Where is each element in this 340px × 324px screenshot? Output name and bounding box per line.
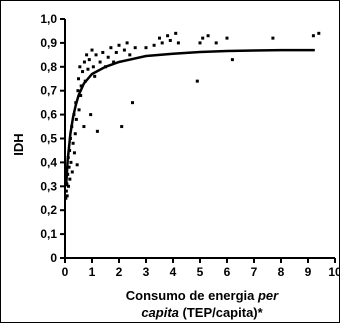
data-point bbox=[82, 60, 86, 64]
data-point bbox=[168, 39, 172, 43]
data-point bbox=[70, 170, 74, 174]
y-tick-label: 0,3 bbox=[40, 179, 57, 193]
data-point bbox=[214, 41, 218, 45]
data-point bbox=[90, 48, 94, 52]
data-point bbox=[67, 184, 71, 188]
x-tick-label: 3 bbox=[143, 265, 150, 279]
data-point bbox=[158, 36, 161, 40]
y-axis-label: IDH bbox=[11, 133, 26, 155]
data-point bbox=[122, 48, 126, 52]
data-point bbox=[93, 74, 97, 78]
chart-axes: 0 0,1 0,2 0,3 0,4 0,5 0,6 0,7 0,8 0,9 1,0 0 1 2 3 4 5 6 7 8… bbox=[40, 12, 340, 279]
data-point bbox=[128, 53, 132, 57]
data-point bbox=[71, 141, 75, 145]
data-point bbox=[81, 70, 85, 74]
y-tick-label: 0,4 bbox=[40, 155, 57, 169]
data-point bbox=[112, 60, 116, 64]
data-point bbox=[131, 101, 134, 105]
data-point bbox=[77, 77, 80, 81]
data-point bbox=[95, 129, 99, 133]
data-point bbox=[79, 93, 83, 97]
x-tick-label: 10 bbox=[328, 265, 340, 279]
data-point bbox=[94, 53, 98, 57]
data-point bbox=[225, 36, 229, 40]
x-tick-label: 6 bbox=[224, 265, 231, 279]
data-point bbox=[69, 160, 73, 164]
y-tick-label: 0,8 bbox=[40, 60, 57, 74]
data-point bbox=[76, 89, 80, 93]
data-point bbox=[101, 50, 105, 54]
data-point bbox=[89, 113, 93, 117]
x-axis-label-line1: Consumo de energia per bbox=[126, 288, 279, 303]
y-tick-label: 1,0 bbox=[40, 12, 57, 26]
data-point bbox=[166, 34, 170, 38]
data-point bbox=[78, 65, 82, 69]
data-point bbox=[77, 108, 81, 112]
data-point bbox=[160, 41, 164, 45]
data-point bbox=[82, 125, 86, 129]
data-point bbox=[68, 177, 72, 181]
x-axis-label-line1-text: Consumo de energia bbox=[126, 288, 258, 303]
data-point bbox=[206, 34, 210, 38]
x-tick-label: 9 bbox=[305, 265, 312, 279]
data-point bbox=[230, 58, 234, 62]
y-tick-label: 0,5 bbox=[40, 132, 57, 146]
data-point bbox=[85, 53, 89, 57]
y-tick-label: 0 bbox=[50, 251, 57, 265]
data-point bbox=[201, 36, 205, 40]
x-tick-label: 1 bbox=[89, 265, 96, 279]
y-tick-label: 0,9 bbox=[40, 36, 57, 50]
y-tick-label: 0,6 bbox=[40, 108, 57, 122]
data-point bbox=[311, 34, 315, 38]
data-point bbox=[74, 117, 78, 121]
data-point bbox=[120, 125, 124, 129]
x-tick-label: 7 bbox=[251, 265, 258, 279]
x-tick-label: 8 bbox=[278, 265, 285, 279]
chart-marks bbox=[64, 31, 321, 200]
data-point bbox=[195, 79, 199, 83]
y-tick-label: 0,1 bbox=[40, 227, 57, 241]
y-tick-label: 0,2 bbox=[40, 203, 57, 217]
data-point bbox=[176, 41, 180, 45]
y-tick-label: 0,7 bbox=[40, 84, 57, 98]
data-point bbox=[125, 41, 129, 45]
data-point bbox=[114, 50, 118, 54]
data-point bbox=[271, 36, 275, 40]
data-point bbox=[317, 31, 321, 35]
x-tick-label: 4 bbox=[170, 265, 177, 279]
data-point bbox=[198, 41, 202, 45]
x-axis-label-line2-text: (TEP/capita)* bbox=[179, 305, 264, 320]
data-point bbox=[73, 132, 77, 136]
data-point bbox=[98, 60, 102, 64]
data-point bbox=[117, 43, 121, 47]
trend-curve bbox=[64, 48, 315, 187]
data-point bbox=[65, 194, 69, 198]
x-tick-label: 2 bbox=[116, 265, 123, 279]
data-point bbox=[72, 151, 76, 155]
x-axis-label-line2-italic: capita bbox=[141, 305, 179, 320]
x-axis-label-line1-italic: per bbox=[257, 288, 279, 303]
data-point bbox=[75, 163, 79, 167]
chart-labels: IDH Consumo de energia per capita (TEP/c… bbox=[11, 133, 279, 320]
data-point bbox=[106, 55, 110, 59]
x-tick-label: 5 bbox=[197, 265, 204, 279]
data-point bbox=[174, 31, 178, 35]
x-tick-label: 0 bbox=[62, 265, 69, 279]
data-point bbox=[79, 84, 83, 88]
x-axis-label-line2: capita (TEP/capita)* bbox=[141, 305, 263, 320]
data-point bbox=[87, 58, 91, 62]
data-point bbox=[64, 189, 68, 193]
data-point bbox=[133, 46, 137, 50]
data-point bbox=[152, 43, 156, 47]
data-point bbox=[67, 165, 71, 169]
data-point bbox=[109, 46, 113, 50]
data-point bbox=[144, 46, 148, 50]
data-point bbox=[86, 67, 90, 71]
data-point bbox=[91, 65, 95, 69]
